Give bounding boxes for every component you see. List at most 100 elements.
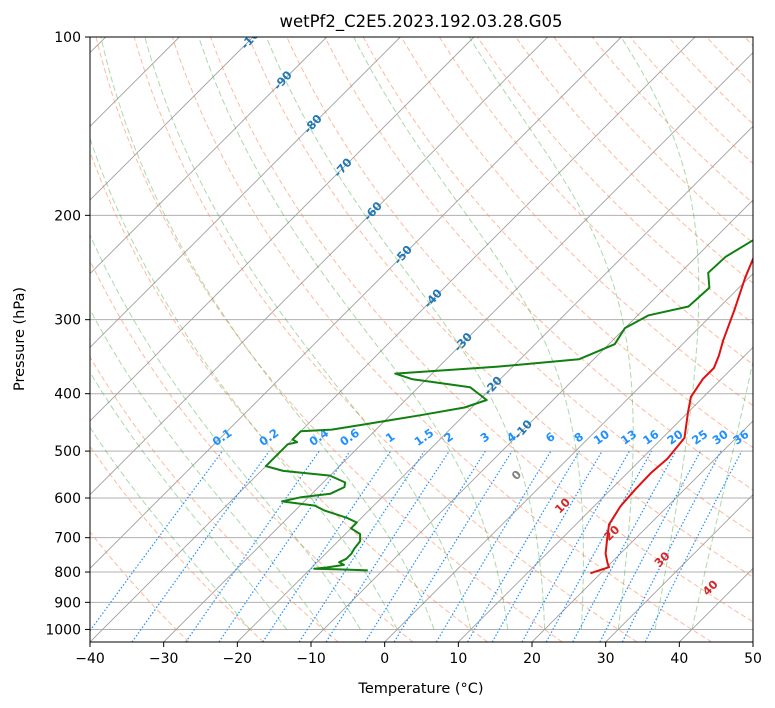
mixing-ratio-line — [572, 450, 677, 642]
dry-adiabat-line — [553, 37, 753, 244]
mixing-ratio-line — [521, 450, 631, 642]
dry-adiabat-line — [286, 37, 753, 534]
y-tick-label: 900 — [54, 595, 81, 611]
y-axis-title: Pressure (hPa) — [12, 287, 28, 391]
x-tick-label: −30 — [149, 651, 179, 667]
dry-adiabat-line — [591, 37, 753, 204]
moist-adiabat-label: 0 — [509, 467, 525, 483]
mixing-ratio-line — [599, 450, 702, 642]
moist-adiabat-label: 20 — [601, 522, 622, 543]
dry-adiabat-line — [362, 37, 753, 449]
mixing-ratio-label: 16 — [640, 427, 661, 448]
mixing-ratio-line — [218, 450, 351, 642]
isotherm-line — [531, 420, 753, 642]
dry-adiabat-line — [744, 37, 753, 47]
mixing-ratio-label: 1 — [383, 429, 398, 445]
x-tick-label: 10 — [449, 651, 467, 667]
moist-adiabat-line — [90, 426, 251, 630]
mixing-ratio-label: 13 — [618, 427, 639, 448]
mixing-ratio-line — [131, 450, 270, 642]
temperature-line — [590, 256, 753, 575]
mixing-ratio-line — [364, 450, 486, 642]
x-axis-title: Temperature (°C) — [357, 681, 483, 697]
mixing-ratio-label: 3 — [478, 429, 493, 445]
mixing-ratio-line — [466, 450, 580, 642]
x-tick-label: −10 — [296, 651, 326, 667]
y-tick-label: 800 — [54, 565, 81, 581]
mixing-ratio-line — [393, 450, 513, 642]
dry-adiabat-line — [171, 37, 712, 642]
y-tick-label: 600 — [54, 491, 81, 507]
mixing-ratio-line — [90, 450, 223, 632]
y-tick-label: 700 — [54, 531, 81, 547]
moist-adiabat-line — [100, 37, 435, 630]
isotherm-line — [90, 37, 254, 201]
mixing-ratio-line — [435, 450, 552, 642]
dry-adiabat-line — [95, 37, 563, 642]
dry-adiabat-line — [90, 150, 488, 642]
dry-adiabat-line — [324, 37, 753, 491]
isotherm-line — [90, 37, 622, 569]
x-tick-label: 30 — [597, 651, 615, 667]
isotherm-line — [752, 641, 753, 642]
moist-adiabat-line — [265, 37, 546, 630]
moist-adiabat-line — [691, 358, 753, 630]
dry-adiabat-line — [705, 37, 753, 86]
dry-adiabat-line — [248, 37, 753, 578]
moist-adiabat-line — [353, 37, 584, 630]
x-tick-label: 20 — [523, 651, 541, 667]
dry-adiabat-line — [438, 37, 753, 366]
mixing-ratio-line — [325, 450, 450, 642]
mixing-ratio-label: 6 — [543, 429, 558, 445]
mixing-ratio-line — [644, 450, 743, 642]
x-tick-label: −20 — [223, 651, 253, 667]
isotherm-line — [458, 346, 753, 642]
isotherm-line — [90, 37, 548, 496]
moist-adiabat-line — [468, 37, 634, 630]
isotherm-line — [310, 199, 753, 642]
x-tick-label: −40 — [75, 651, 105, 667]
y-tick-label: 200 — [54, 208, 81, 224]
dry-adiabat-line — [90, 445, 264, 642]
y-tick-label: 100 — [54, 30, 81, 46]
isotherm-line — [163, 52, 753, 642]
moist-adiabat-line — [90, 371, 288, 630]
isotherm-line — [90, 37, 696, 642]
y-tick-label: 1000 — [45, 622, 81, 638]
isotherm-line — [679, 567, 753, 642]
x-axis: −40 −30 −20 −10 0 10 20 30 40 50 — [75, 642, 762, 667]
x-tick-label: 40 — [670, 651, 688, 667]
dry-adiabat-line — [90, 531, 190, 642]
dry-adiabat-line — [90, 356, 339, 642]
dry-adiabat-line — [629, 37, 753, 165]
moist-adiabat-line — [90, 136, 398, 630]
mixing-ratio-line — [298, 450, 425, 642]
isotherm-line — [90, 37, 475, 422]
moist-adiabat-line — [90, 233, 361, 630]
moist-adiabat-line — [198, 37, 509, 630]
mixing-ratio-label: 0.2 — [257, 426, 282, 449]
mixing-ratio-line — [621, 450, 722, 642]
background-lines — [90, 37, 753, 642]
isotherm-line — [384, 273, 753, 642]
isotherm-line — [237, 125, 753, 642]
dewpoint-line — [264, 239, 753, 572]
isotherm-line — [605, 494, 753, 642]
chart-title: wetPf2_C2E5.2023.192.03.28.G05 — [279, 12, 562, 32]
dry-adiabat-line — [133, 37, 638, 642]
y-tick-label: 500 — [54, 444, 81, 460]
y-axis: 100 200 300 400 500 600 700 800 900 1000 — [45, 30, 90, 638]
y-tick-label: 300 — [54, 313, 81, 329]
plot-frame — [89, 36, 754, 643]
moist-adiabat-line — [620, 37, 700, 630]
isotherm-line — [90, 37, 327, 275]
mixing-ratio-label: 20 — [664, 427, 685, 448]
x-tick-label: 0 — [380, 651, 389, 667]
mixing-ratio-line — [262, 450, 392, 642]
dry-adiabat-line — [209, 37, 753, 623]
dry-adiabat-line — [476, 37, 753, 325]
dry-adiabat-line — [515, 37, 753, 284]
mixing-ratio-label: 1.5 — [412, 426, 437, 449]
moist-adiabat-label: 30 — [651, 549, 672, 570]
